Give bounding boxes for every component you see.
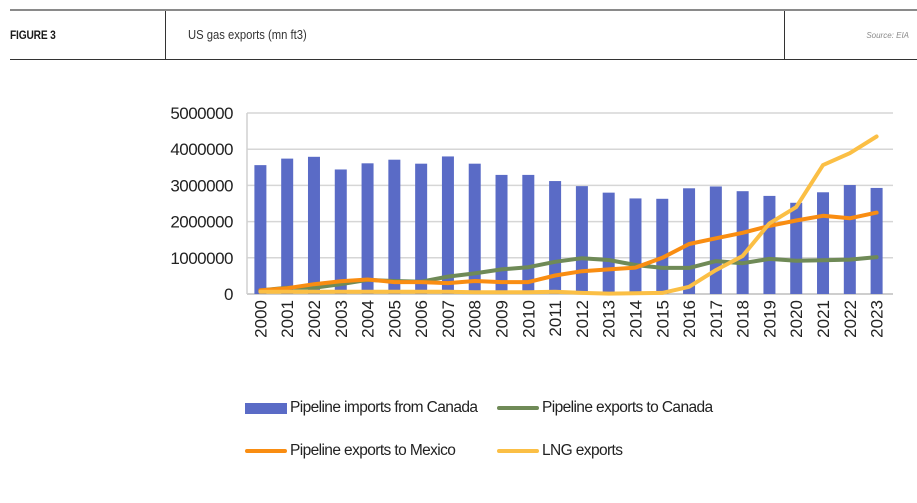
x-tick-label: 2022 bbox=[841, 300, 860, 338]
legend-swatch-lng-exports bbox=[497, 449, 539, 453]
legend-item-imports-canada: Pipeline imports from Canada bbox=[245, 399, 478, 417]
x-tick-label: 2016 bbox=[680, 300, 699, 338]
y-tick-label: 1000000 bbox=[170, 249, 233, 268]
line-lng-exports bbox=[258, 134, 879, 296]
line-pipeline-exports-to-mexico bbox=[258, 210, 879, 293]
x-tick-label: 2008 bbox=[466, 300, 485, 338]
x-tick-label: 2011 bbox=[546, 300, 565, 337]
figure-header: FIGURE 3 US gas exports (mn ft3) Source:… bbox=[10, 9, 917, 60]
x-tick-label: 2021 bbox=[814, 300, 833, 338]
legend-item-lng-exports: LNG exports bbox=[497, 442, 623, 460]
figure-title-text: US gas exports (mn ft3) bbox=[188, 28, 307, 42]
bar-2008 bbox=[468, 163, 481, 294]
bar-2004 bbox=[361, 163, 374, 294]
x-tick-label: 2019 bbox=[760, 300, 779, 338]
x-tick-label: 2007 bbox=[439, 300, 458, 338]
x-tick-label: 2002 bbox=[305, 300, 324, 338]
legend-label-imports-canada: Pipeline imports from Canada bbox=[290, 399, 478, 416]
legend-item-exports-mexico: Pipeline exports to Mexico bbox=[245, 442, 456, 460]
y-tick-label: 5000000 bbox=[170, 104, 233, 123]
x-axis-ticks: 2000 2001 2002 2003 2004 2005 2006 2007 2008 2009… bbox=[251, 300, 886, 338]
bar-2015 bbox=[656, 198, 669, 294]
bar-2000 bbox=[254, 165, 267, 294]
line-series bbox=[258, 134, 879, 296]
bar-2001 bbox=[281, 158, 294, 294]
x-tick-label: 2018 bbox=[734, 300, 753, 338]
bar-2022 bbox=[843, 185, 856, 294]
x-tick-label: 2017 bbox=[707, 300, 726, 338]
x-tick-label: 2010 bbox=[519, 300, 538, 338]
x-tick-label: 2023 bbox=[868, 300, 887, 338]
y-tick-label: 2000000 bbox=[170, 213, 233, 232]
legend-label-exports-canada: Pipeline exports to Canada bbox=[542, 399, 713, 416]
legend-item-exports-canada: Pipeline exports to Canada bbox=[497, 399, 713, 417]
bar-2006 bbox=[415, 163, 428, 294]
figure-label: FIGURE 3 bbox=[10, 28, 56, 42]
x-tick-label: 2000 bbox=[251, 300, 270, 338]
x-tick-label: 2006 bbox=[412, 300, 431, 338]
legend-label-exports-mexico: Pipeline exports to Mexico bbox=[290, 442, 456, 459]
bar-2020 bbox=[790, 202, 803, 294]
figure-source: Source: EIA bbox=[784, 11, 917, 59]
x-tick-label: 2001 bbox=[278, 300, 297, 338]
x-tick-label: 2014 bbox=[626, 300, 645, 338]
legend-swatch-imports-canada bbox=[245, 402, 287, 414]
x-tick-label: 2004 bbox=[359, 300, 378, 338]
legend-swatch-exports-mexico bbox=[245, 449, 287, 453]
x-tick-label: 2020 bbox=[787, 300, 806, 338]
x-tick-label: 2005 bbox=[385, 300, 404, 338]
y-tick-label: 4000000 bbox=[170, 140, 233, 159]
bar-2005 bbox=[388, 159, 401, 294]
y-axis-ticks: 0 1000000 2000000 3000000 4000000 5000000 bbox=[170, 104, 233, 304]
bar-2007 bbox=[441, 156, 454, 294]
bar-2010 bbox=[522, 174, 535, 294]
bar-2012 bbox=[575, 186, 588, 294]
x-tick-label: 2009 bbox=[493, 300, 512, 338]
x-tick-label: 2015 bbox=[653, 300, 672, 338]
bar-2002 bbox=[307, 156, 320, 294]
bar-series bbox=[254, 156, 883, 294]
x-tick-label: 2003 bbox=[332, 300, 351, 338]
x-tick-label: 2012 bbox=[573, 300, 592, 338]
y-tick-label: 3000000 bbox=[170, 176, 233, 195]
y-tick-label: 0 bbox=[224, 285, 233, 304]
bar-2011 bbox=[549, 181, 562, 294]
bar-2018 bbox=[736, 191, 749, 294]
bar-2003 bbox=[334, 169, 347, 294]
bar-2009 bbox=[495, 174, 508, 294]
figure-title: US gas exports (mn ft3) bbox=[165, 11, 784, 59]
legend-swatch-exports-canada bbox=[497, 406, 539, 410]
legend-label-lng-exports: LNG exports bbox=[542, 442, 623, 459]
x-tick-label: 2013 bbox=[600, 300, 619, 338]
bar-2014 bbox=[629, 198, 642, 294]
